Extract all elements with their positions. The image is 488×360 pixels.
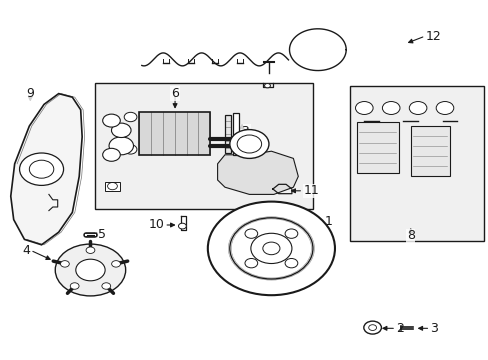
Circle shape xyxy=(124,112,137,122)
Text: 3: 3 xyxy=(429,322,437,335)
Circle shape xyxy=(111,123,131,138)
Circle shape xyxy=(250,233,291,264)
Circle shape xyxy=(102,114,120,127)
Circle shape xyxy=(355,102,372,114)
Circle shape xyxy=(111,261,120,267)
Polygon shape xyxy=(217,151,298,194)
Circle shape xyxy=(102,283,110,289)
Circle shape xyxy=(263,242,279,255)
Text: 4: 4 xyxy=(22,244,30,257)
Bar xyxy=(349,86,483,241)
Bar xyxy=(105,182,120,191)
Bar xyxy=(139,112,210,155)
Text: 7: 7 xyxy=(233,175,241,188)
Circle shape xyxy=(70,283,79,289)
Circle shape xyxy=(244,229,257,238)
Text: 6: 6 xyxy=(171,87,179,100)
Text: 1: 1 xyxy=(324,215,332,228)
Circle shape xyxy=(109,137,133,155)
Circle shape xyxy=(55,244,125,296)
Circle shape xyxy=(264,84,270,88)
Text: 13: 13 xyxy=(234,125,249,138)
Circle shape xyxy=(363,321,381,334)
Text: 2: 2 xyxy=(395,322,403,335)
Polygon shape xyxy=(11,94,82,245)
Circle shape xyxy=(124,145,137,154)
Circle shape xyxy=(285,258,297,268)
Circle shape xyxy=(229,130,268,158)
Circle shape xyxy=(229,218,312,279)
Text: 12: 12 xyxy=(425,30,440,42)
Polygon shape xyxy=(232,113,238,155)
Text: 5: 5 xyxy=(98,228,105,241)
Circle shape xyxy=(178,223,186,229)
Circle shape xyxy=(86,247,95,253)
Text: 9: 9 xyxy=(26,87,34,100)
Circle shape xyxy=(76,259,105,281)
Circle shape xyxy=(20,153,63,185)
Text: 11: 11 xyxy=(303,184,318,197)
Polygon shape xyxy=(224,115,230,153)
Bar xyxy=(95,83,312,209)
Text: 10: 10 xyxy=(148,219,164,231)
Bar xyxy=(410,126,449,176)
Circle shape xyxy=(285,229,297,238)
Bar xyxy=(356,122,398,173)
Circle shape xyxy=(102,148,120,161)
Circle shape xyxy=(382,102,399,114)
Circle shape xyxy=(435,102,453,114)
Circle shape xyxy=(244,258,257,268)
Circle shape xyxy=(61,261,69,267)
Text: 8: 8 xyxy=(406,229,414,242)
Circle shape xyxy=(207,202,334,295)
Circle shape xyxy=(408,102,426,114)
